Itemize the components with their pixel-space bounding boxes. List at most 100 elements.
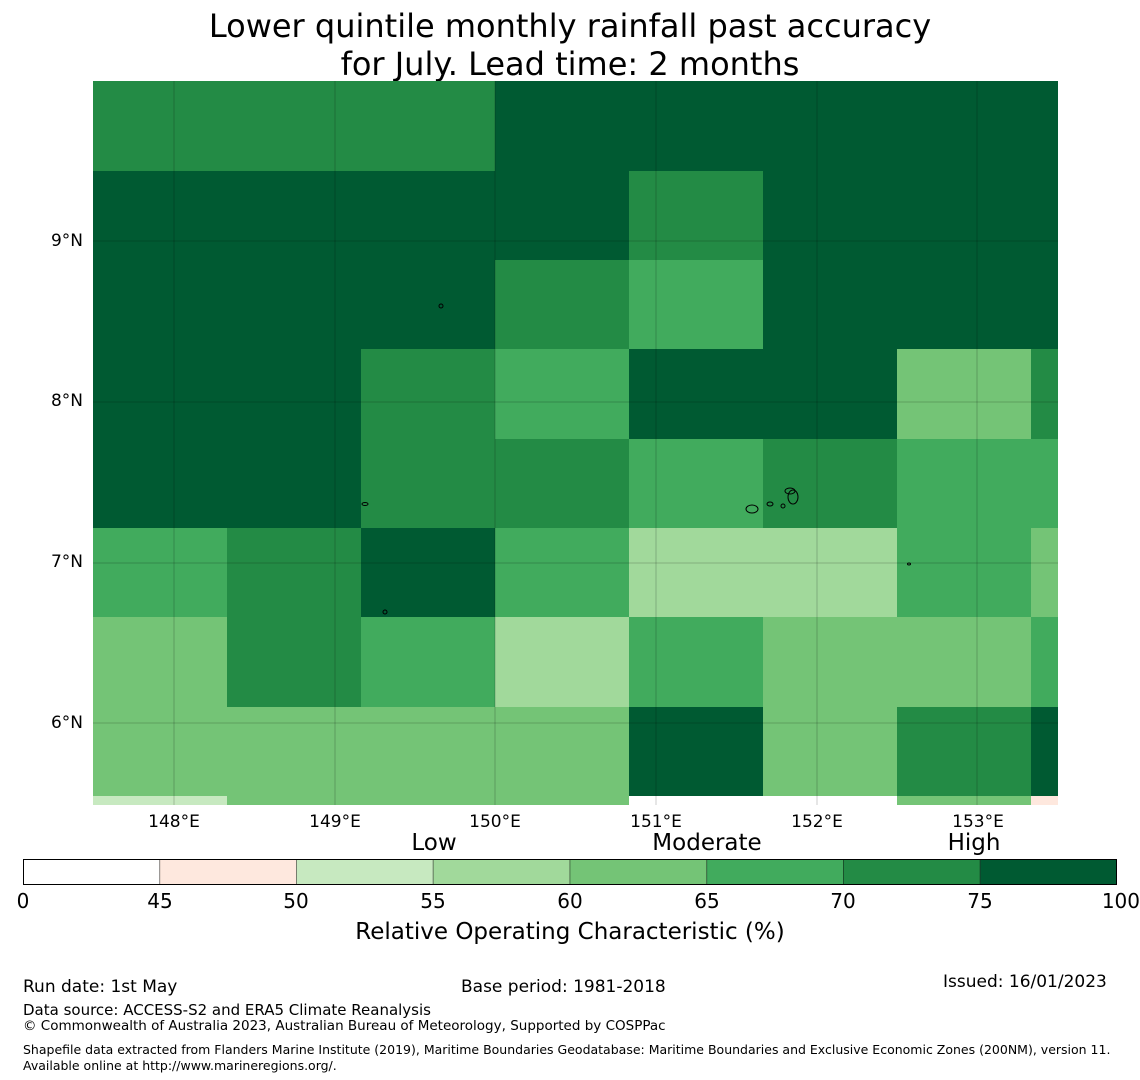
colorbar-tick-60: 60 [557,889,583,913]
map-cell [1031,617,1058,707]
map-cell [629,171,763,260]
map-cell [897,171,1031,260]
map-cell [227,260,361,349]
map-cell [361,349,495,439]
map-cell [763,171,897,260]
map-cell [93,439,227,528]
colorbar-tick-65: 65 [694,889,720,913]
map-cell [361,796,495,805]
map-cell [629,796,763,805]
colorbar-tick-55: 55 [420,889,446,913]
data-source: Data source: ACCESS-S2 and ERA5 Climate … [23,1001,431,1019]
map-cell [495,349,629,439]
colorbar-border [23,859,1117,885]
map-cell [361,81,495,171]
map-cell [93,171,227,260]
map-cell [897,796,1031,805]
map-cell [897,81,1031,171]
island-outline [907,562,911,566]
map-cell [629,260,763,349]
shapefile-credit: Shapefile data extracted from Flanders M… [23,1042,1111,1073]
legend-category-high: High [947,830,1001,856]
map-cell [227,171,361,260]
map-cell [361,171,495,260]
lon-label-150e: 150°E [469,812,521,832]
colorbar-bin [159,859,297,885]
run-date: Run date: 1st May [23,977,178,997]
island-outline [438,303,444,309]
island-outline [745,504,759,514]
map-cell [361,260,495,349]
map-cell [227,439,361,528]
map-cell [629,349,763,439]
base-period: Base period: 1981-2018 [461,977,666,997]
map-cell [495,260,629,349]
colorbar-tick-100: 100 [1101,889,1140,913]
lat-label-7n: 7°N [50,552,83,572]
colorbar-bin [843,859,981,885]
colorbar-bin [296,859,434,885]
map-grid-svg [93,81,1058,805]
map-cell [763,617,897,707]
lon-label-152e: 152°E [791,812,843,832]
map-cell [93,796,227,805]
map-cell [93,349,227,439]
accuracy-map [93,81,1058,805]
map-cell [495,796,629,805]
colorbar-tick-50: 50 [283,889,309,913]
colorbar-title: Relative Operating Characteristic (%) [355,919,785,945]
colorbar-bin [706,859,844,885]
map-cell [227,349,361,439]
map-cell [629,528,763,617]
map-cell [361,617,495,707]
map-cell [629,617,763,707]
issued-date: Issued: 16/01/2023 [943,972,1107,992]
map-cell [763,439,897,528]
map-cell [227,81,361,171]
lat-label-9n: 9°N [50,231,83,251]
legend-category-low: Low [411,830,457,856]
lat-label-8n: 8°N [50,391,83,411]
map-cell [763,528,897,617]
map-cell [897,707,1031,796]
map-cell [93,528,227,617]
map-cell [495,528,629,617]
map-cell [763,260,897,349]
lon-label-148e: 148°E [148,812,200,832]
island-outline [784,487,796,495]
map-cell [227,528,361,617]
island-outline [382,609,388,615]
map-cell [1031,81,1058,171]
map-cell [93,260,227,349]
map-cell [93,707,227,796]
island-outline [787,489,799,505]
map-cell [495,617,629,707]
map-cell [763,707,897,796]
map-cell [897,528,1031,617]
map-cell [495,707,629,796]
colorbar-bin [569,859,708,885]
map-cell [93,81,227,171]
map-title-line-1: Lower quintile monthly rainfall past acc… [208,7,932,45]
colorbar-bin [432,859,571,885]
map-cell [495,81,629,171]
map-cell [1031,707,1058,796]
lon-label-153e: 153°E [952,812,1004,832]
map-cell [495,171,629,260]
map-cell [897,439,1031,528]
map-cell [629,439,763,528]
copyright-notice: © Commonwealth of Australia 2023, Austra… [23,1018,666,1034]
map-cell [763,349,897,439]
map-cell [897,349,1031,439]
map-cell [361,439,495,528]
map-cell [629,81,763,171]
map-cell [1031,349,1058,439]
map-cell [1031,171,1058,260]
map-cell [361,707,495,796]
map-cell [1031,260,1058,349]
map-cell [1031,528,1058,617]
map-cell [495,439,629,528]
colorbar-bin [979,859,1117,885]
map-cell [897,260,1031,349]
island-outline [780,503,786,509]
